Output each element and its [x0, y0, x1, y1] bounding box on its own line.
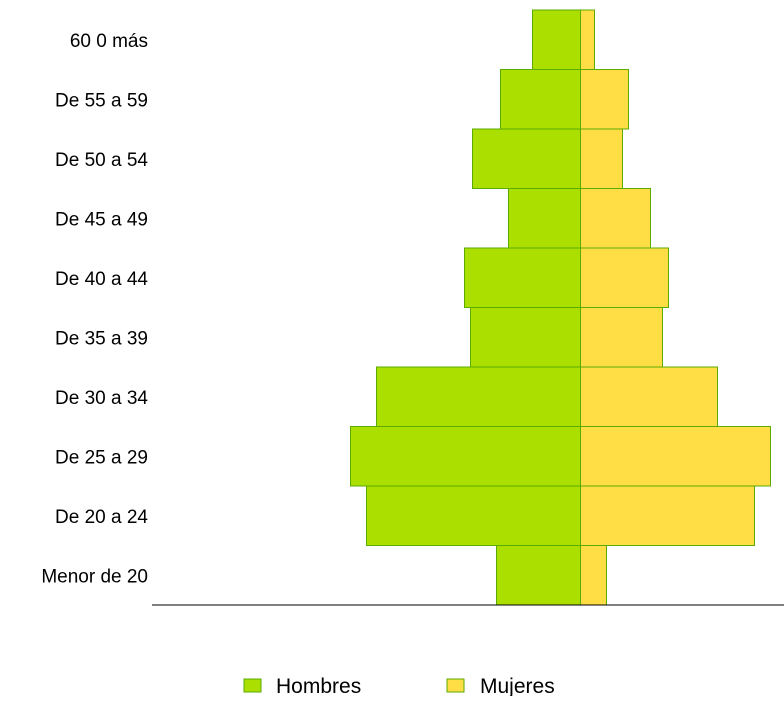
bar-mujeres: [580, 366, 718, 427]
bar-mujeres: [580, 545, 607, 606]
category-label: De 20 a 24: [55, 507, 148, 528]
category-label: De 40 a 44: [55, 269, 148, 290]
legend-swatch-hombres: [243, 678, 262, 693]
category-label: De 25 a 29: [55, 447, 148, 468]
category-label: De 30 a 34: [55, 388, 148, 409]
bars-group: [350, 9, 771, 606]
bar-hombres: [532, 9, 581, 70]
bar-hombres: [508, 188, 581, 249]
bar-hombres: [470, 307, 581, 368]
bar-mujeres: [580, 426, 771, 487]
bar-hombres: [366, 485, 581, 546]
bar-hombres: [496, 545, 581, 606]
bar-mujeres: [580, 128, 623, 189]
bar-mujeres: [580, 9, 595, 70]
category-labels-group: 60 0 más De 55 a 59 De 50 a 54 De 45 a 49 De…: [41, 31, 148, 588]
legend-label-mujeres: Mujeres: [480, 675, 555, 696]
bar-hombres: [500, 69, 581, 130]
bar-hombres: [376, 366, 581, 427]
bar-hombres: [464, 247, 581, 308]
legend-swatch-mujeres: [446, 678, 465, 693]
legend: Hombres Mujeres: [243, 675, 555, 698]
legend-label-hombres: Hombres: [276, 675, 361, 696]
bar-mujeres: [580, 485, 755, 546]
bar-mujeres: [580, 69, 629, 130]
bar-mujeres: [580, 247, 669, 308]
bar-hombres: [472, 128, 581, 189]
bar-hombres: [350, 426, 581, 487]
category-label: 60 0 más: [70, 31, 148, 52]
category-label: De 55 a 59: [55, 90, 148, 111]
category-label: De 35 a 39: [55, 328, 148, 349]
bar-mujeres: [580, 307, 663, 368]
category-label: De 50 a 54: [55, 150, 148, 171]
category-label: Menor de 20: [41, 566, 148, 587]
category-label: De 45 a 49: [55, 209, 148, 230]
bar-mujeres: [580, 188, 651, 249]
